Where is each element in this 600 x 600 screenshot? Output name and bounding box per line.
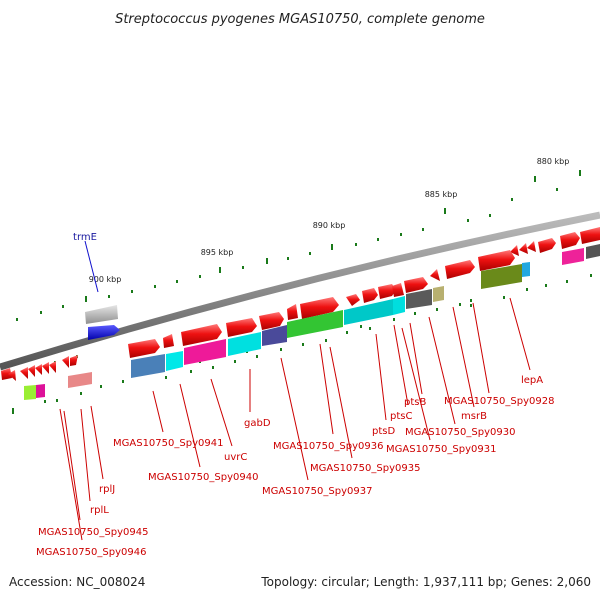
gene-arrow — [8, 370, 16, 381]
gene-arrow — [404, 277, 428, 293]
map-title: Streptococcus pyogenes MGAS10750, comple… — [115, 12, 485, 27]
gene-arrow — [300, 297, 339, 319]
gene-label-MGAS10750_Spy0937: MGAS10750_Spy0937 — [262, 486, 372, 497]
label-lines — [59, 297, 531, 541]
forward-genes — [1, 227, 600, 381]
gene-label-MGAS10750_Spy0930: MGAS10750_Spy0930 — [405, 427, 515, 438]
gene-arrow — [128, 339, 160, 358]
gene-label-trmE: trmE — [73, 232, 97, 243]
accession-text: Accession: NC_008024 — [9, 575, 145, 589]
gene-arrow — [163, 334, 174, 348]
trmE-gene — [88, 325, 120, 340]
gene-arrow — [362, 288, 378, 303]
gene-label-MGAS10750_Spy0941: MGAS10750_Spy0941 — [113, 438, 223, 449]
gene-arrow — [1, 368, 12, 380]
gene-arrow — [42, 362, 49, 374]
gene-arrow — [510, 245, 519, 256]
ruler-major-ticks — [85, 170, 581, 302]
gene-label-gabD: gabD — [244, 418, 271, 429]
gene-arrow — [538, 238, 556, 253]
trmE-pseudo — [85, 305, 118, 324]
gene-arrow — [527, 241, 536, 252]
gene-arrow — [378, 284, 396, 299]
gene-arrow — [430, 269, 440, 281]
gene-arrow — [70, 355, 78, 366]
feature-bars — [24, 244, 600, 400]
gene-label-MGAS10750_Spy0946: MGAS10750_Spy0946 — [36, 547, 146, 558]
gene-arrow — [62, 356, 69, 368]
gene-arrow — [580, 227, 600, 244]
gene-arrow — [392, 283, 404, 297]
gene-label-ptsC: ptsC — [390, 411, 412, 422]
gene-arrow — [259, 312, 284, 330]
gene-label-rplL: rplL — [90, 505, 109, 516]
gene-arrow — [20, 367, 28, 379]
kbp-label-890: 890 kbp — [313, 221, 346, 230]
gene-label-MGAS10750_Spy0936: MGAS10750_Spy0936 — [273, 441, 383, 452]
gene-label-MGAS10750_Spy0945: MGAS10750_Spy0945 — [38, 527, 148, 538]
gene-arrow — [445, 260, 475, 279]
inner-ticks — [12, 274, 592, 414]
genome-backbone — [0, 211, 600, 371]
gene-arrow — [181, 324, 222, 346]
kbp-label-880: 880 kbp — [537, 157, 570, 166]
gene-label-rplJ: rplJ — [99, 484, 115, 495]
gene-label-ptsD: ptsD — [372, 426, 395, 437]
gene-label-MGAS10750_Spy0928: MGAS10750_Spy0928 — [444, 396, 554, 407]
gene-label-MGAS10750_Spy0940: MGAS10750_Spy0940 — [148, 472, 258, 483]
kbp-label-895: 895 kbp — [201, 248, 234, 257]
gene-arrow — [226, 318, 257, 337]
gene-arrow — [346, 294, 360, 306]
gene-arrow — [519, 243, 528, 254]
gene-arrow — [35, 364, 42, 375]
gene-arrow — [28, 365, 35, 377]
ruler-dots — [16, 188, 558, 321]
topology-text: Topology: circular; Length: 1,937,111 bp… — [260, 575, 591, 589]
gene-label-MGAS10750_Spy0931: MGAS10750_Spy0931 — [386, 444, 496, 455]
gene-label-lepA: lepA — [521, 375, 543, 386]
gene-arrow — [478, 250, 515, 271]
kbp-label-885: 885 kbp — [425, 190, 458, 199]
kbp-label-900: 900 kbp — [89, 275, 122, 284]
trmE-label-line — [84, 240, 99, 293]
gene-label-ptsB: ptsB — [404, 397, 426, 408]
gene-arrow — [560, 232, 580, 249]
gene-arrow — [49, 361, 56, 373]
gene-label-MGAS10750_Spy0935: MGAS10750_Spy0935 — [310, 463, 420, 474]
gene-label-uvrC: uvrC — [224, 452, 247, 463]
gene-label-msrB: msrB — [461, 411, 487, 422]
gene-arrow — [287, 304, 298, 320]
